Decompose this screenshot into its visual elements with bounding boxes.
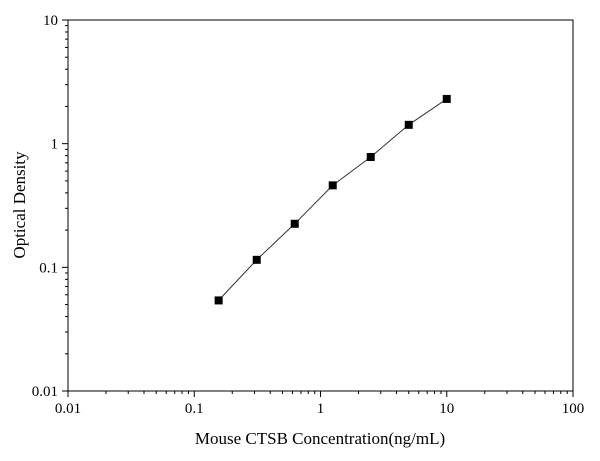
x-axis-ticks: 0.01 0.1 1 10 100 — [55, 391, 584, 417]
y-axis-ticks: 0.01 0.1 1 10 — [32, 13, 68, 400]
data-point — [328, 181, 337, 190]
x-tick-label: 100 — [562, 401, 585, 417]
data-point — [404, 120, 413, 129]
data-point — [366, 153, 375, 162]
data-point — [442, 94, 451, 103]
plot-area-frame — [67, 19, 574, 392]
data-points — [214, 94, 451, 305]
data-point — [252, 255, 261, 264]
y-tick-label: 0.01 — [32, 384, 58, 400]
x-tick-label: 0.01 — [55, 401, 81, 417]
x-tick-label: 1 — [317, 401, 325, 417]
y-tick-label: 1 — [51, 137, 59, 153]
x-tick-label: 0.1 — [185, 401, 204, 417]
y-tick-label: 10 — [43, 13, 58, 29]
fitted-curve — [218, 98, 448, 301]
x-tick-label: 10 — [439, 401, 454, 417]
x-axis-title: Mouse CTSB Concentration(ng/mL) — [195, 429, 445, 448]
data-point — [214, 296, 223, 305]
y-tick-label: 0.1 — [39, 260, 58, 276]
data-point — [290, 219, 299, 228]
y-axis-title: Optical Density — [10, 151, 29, 259]
